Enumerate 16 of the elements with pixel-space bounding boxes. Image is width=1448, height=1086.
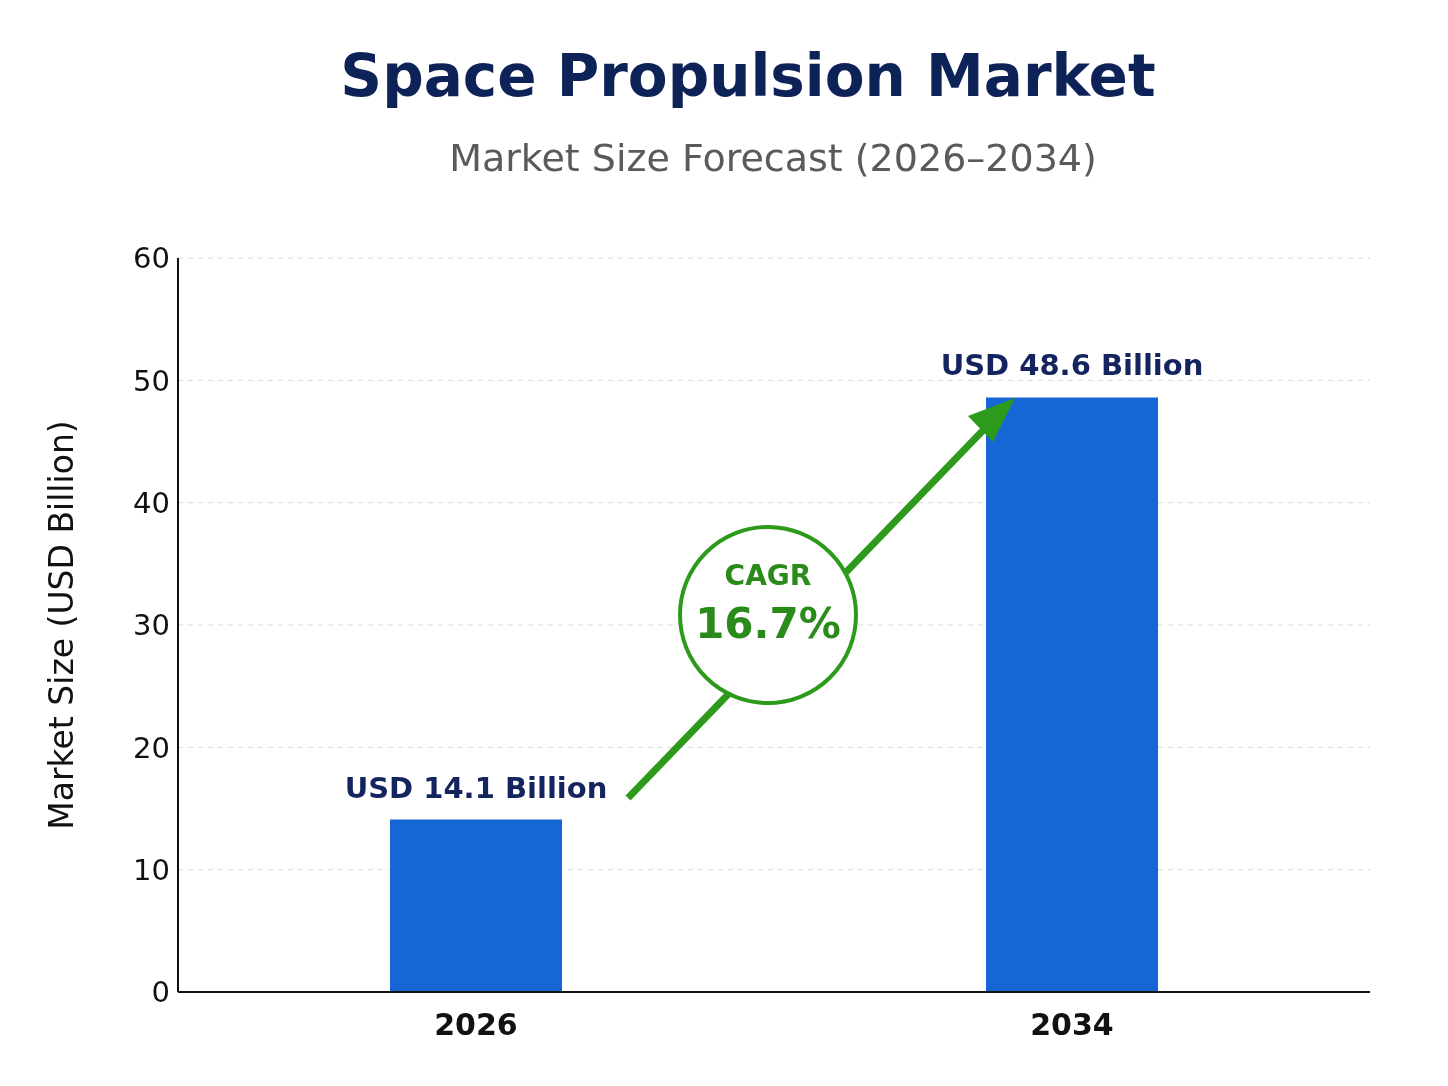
chart-title: Space Propulsion Market xyxy=(339,42,1157,110)
y-tick-label: 10 xyxy=(133,852,170,887)
x-tick-label: 2026 xyxy=(434,1007,518,1043)
y-axis-title: Market Size (USD Billion) xyxy=(41,420,81,830)
y-tick-label: 30 xyxy=(133,608,170,643)
x-tick-label: 2034 xyxy=(1030,1007,1114,1043)
y-tick-label: 0 xyxy=(151,975,170,1010)
data-label: USD 48.6 Billion xyxy=(940,348,1204,383)
annotation: 16.7% xyxy=(694,598,842,650)
chart-subtitle: Market Size Forecast (2026–2034) xyxy=(448,136,1098,180)
data-label: USD 14.1 Billion xyxy=(344,770,608,805)
y-tick-label: 60 xyxy=(133,241,170,276)
y-tick-label: 50 xyxy=(133,363,170,398)
annotation: CAGR xyxy=(723,558,813,594)
y-tick-label: 40 xyxy=(133,485,170,520)
y-tick-label: 20 xyxy=(133,730,170,765)
